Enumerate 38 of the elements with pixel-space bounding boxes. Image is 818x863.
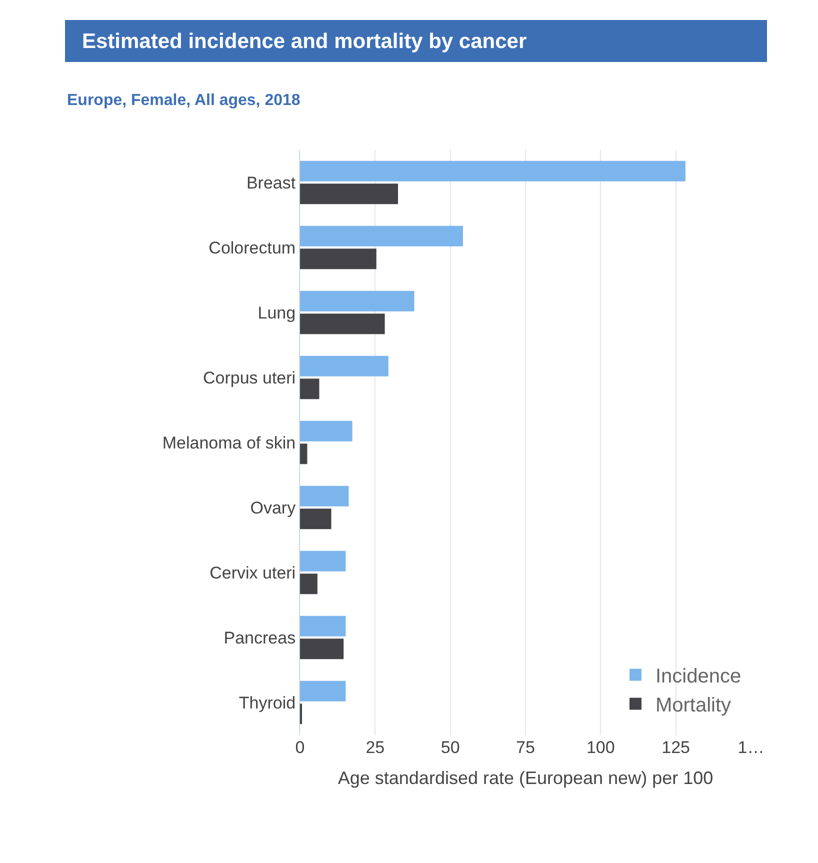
x-tick-label: 1…	[738, 738, 764, 757]
bar	[300, 378, 320, 400]
x-tick-label: 50	[440, 738, 460, 757]
bar	[300, 314, 385, 334]
y-tick-label: Melanoma of skin	[162, 433, 296, 452]
bar	[300, 616, 346, 636]
bar	[300, 638, 344, 660]
x-tick-label: 125	[662, 738, 690, 757]
bar	[300, 290, 414, 312]
y-tick-label: Thyroid	[238, 693, 296, 712]
y-tick-label: Colorectum	[208, 238, 296, 258]
x-tick-label: 25	[366, 738, 385, 757]
bar	[300, 420, 352, 442]
bar	[300, 486, 349, 506]
y-tick-label: Breast	[246, 173, 296, 192]
y-tick-label: Corpus uteri	[202, 368, 296, 388]
chart-title: Estimated incidence and mortality by cancer	[82, 30, 527, 53]
bar	[300, 160, 686, 182]
legend-label: Incidence	[655, 666, 742, 688]
bar	[300, 356, 388, 376]
bar	[300, 550, 346, 572]
x-tick-label: 100	[586, 738, 615, 757]
x-tick-label: 0	[295, 738, 305, 757]
bar	[300, 574, 318, 594]
legend-label: Mortality	[655, 694, 732, 717]
bar	[300, 248, 376, 270]
bar	[300, 184, 398, 204]
x-tick-label: 75	[516, 738, 535, 757]
chart-subtitle: Europe, Female, All ages, 2018	[67, 92, 300, 109]
bar	[300, 680, 346, 702]
y-tick-label: Pancreas	[224, 628, 296, 648]
x-axis-title: Age standardised rate (European new) per 100	[338, 768, 714, 788]
y-tick-label: Lung	[258, 303, 296, 322]
bar	[300, 444, 308, 464]
y-tick-label: Ovary	[250, 498, 296, 518]
bar	[300, 226, 463, 246]
bar	[300, 508, 332, 530]
y-tick-label: Cervix uteri	[210, 563, 296, 582]
